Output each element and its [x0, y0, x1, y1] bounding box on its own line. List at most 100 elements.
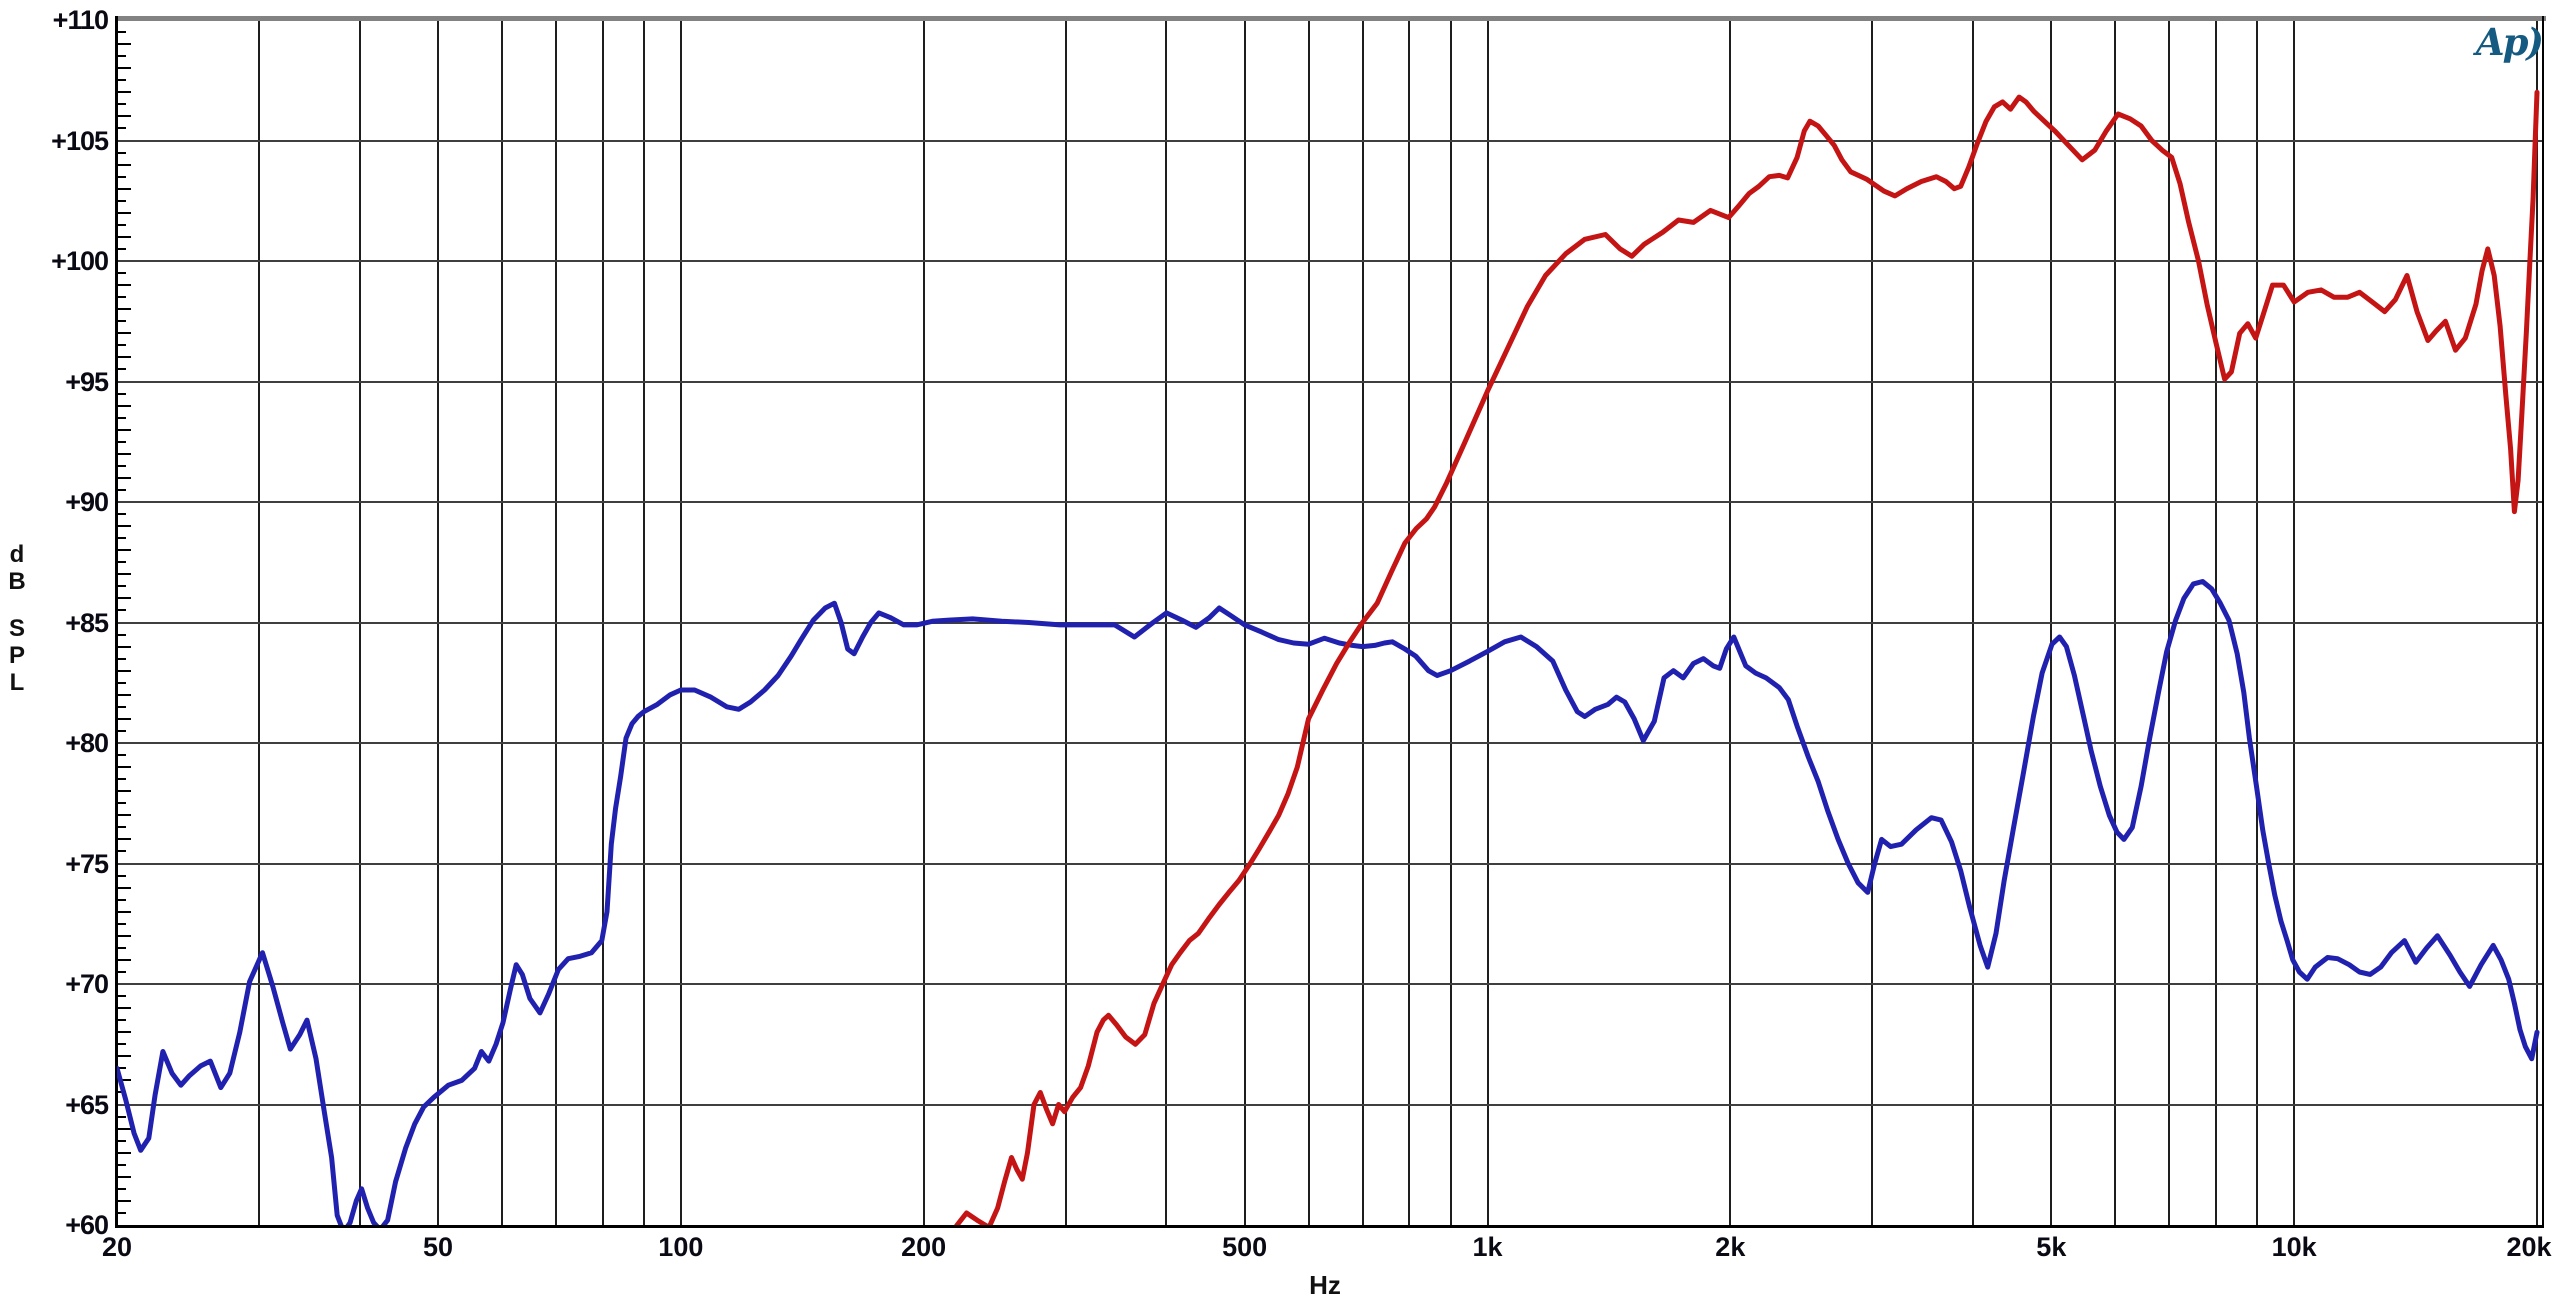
x-tick-label-20k: 20k [2506, 1232, 2552, 1262]
x-tick-label-500: 500 [1222, 1232, 1268, 1262]
y-minor-tick [118, 91, 131, 94]
y-minor-tick [118, 790, 131, 793]
y-minor-tick [118, 1079, 131, 1082]
y-minor-tick [118, 814, 131, 817]
y-minor-tick [118, 910, 131, 913]
y-minor-tick [118, 754, 126, 757]
y-tick-label-70: +70 [65, 969, 109, 999]
x-tick-label-5k: 5k [2036, 1232, 2067, 1262]
y-minor-tick [118, 368, 126, 371]
y-minor-tick [118, 597, 131, 600]
y-tick-label-80: +80 [65, 728, 109, 758]
y-minor-tick [118, 115, 131, 118]
y-minor-tick [118, 223, 126, 226]
y-minor-tick [118, 513, 126, 516]
y-minor-tick [118, 934, 131, 937]
y-minor-tick [118, 886, 131, 889]
y-minor-tick [118, 657, 126, 660]
y-minor-tick [118, 995, 126, 998]
y-minor-tick [118, 103, 126, 106]
y-minor-tick [118, 585, 126, 588]
y-minor-tick [118, 1175, 131, 1178]
x-axis-line [115, 1225, 2544, 1228]
y-minor-tick [118, 1199, 131, 1202]
y-minor-tick [118, 31, 126, 34]
x-tick-label-1k: 1k [1472, 1232, 1503, 1262]
y-axis-unit-spl: S P L [8, 615, 25, 696]
y-minor-tick [118, 729, 126, 732]
y-minor-tick [118, 296, 126, 299]
y-grid-line-100 [118, 260, 2542, 262]
x-tick-label-200: 200 [901, 1232, 947, 1262]
y-minor-tick [118, 67, 131, 70]
plot-border-right [2542, 16, 2544, 1228]
y-minor-tick [118, 898, 126, 901]
x-tick-label-20: 20 [101, 1232, 133, 1262]
y-minor-tick [118, 778, 126, 781]
y-minor-tick [118, 850, 126, 853]
y-minor-tick [118, 1211, 126, 1214]
y-minor-tick [118, 187, 131, 190]
y-minor-tick [118, 1139, 126, 1142]
y-tick-label-90: +90 [65, 487, 109, 517]
y-minor-tick [118, 1019, 126, 1022]
x-tick-label-100: 100 [658, 1232, 704, 1262]
y-minor-tick [118, 970, 126, 973]
y-minor-tick [118, 573, 131, 576]
y-minor-tick [118, 681, 126, 684]
y-minor-tick [118, 332, 131, 335]
y-minor-tick [118, 163, 131, 166]
y-minor-tick [118, 43, 131, 46]
x-tick-label-50: 50 [422, 1232, 454, 1262]
y-minor-tick [118, 199, 126, 202]
y-minor-tick [118, 488, 126, 491]
y-minor-tick [118, 464, 126, 467]
x-tick-label-2k: 2k [1715, 1232, 1746, 1262]
y-minor-tick [118, 1187, 126, 1190]
audio-precision-logo: Ap) [2475, 20, 2544, 64]
y-minor-tick [118, 247, 126, 250]
y-minor-tick [118, 320, 126, 323]
woofer-response-blue-curve [117, 579, 2540, 1225]
y-minor-tick [118, 416, 126, 419]
y-axis-unit-db: d B [8, 541, 26, 595]
y-minor-tick [118, 404, 131, 407]
y-minor-tick [118, 874, 126, 877]
x-axis-unit-label: Hz [1309, 1270, 1341, 1300]
y-minor-tick [118, 55, 126, 58]
y-minor-tick [118, 717, 131, 720]
y-grid-line-65 [118, 1103, 2542, 1106]
curve-layer [117, 89, 2540, 1225]
y-minor-tick [118, 826, 126, 829]
y-minor-tick [118, 1163, 126, 1166]
y-minor-tick [118, 525, 131, 528]
y-minor-tick [118, 175, 126, 178]
y-grid-line-105 [118, 139, 2542, 142]
y-minor-tick [118, 127, 126, 130]
y-minor-tick [118, 440, 126, 443]
y-minor-tick [118, 958, 131, 961]
y-minor-tick [118, 211, 131, 214]
y-minor-tick [118, 1115, 126, 1118]
y-minor-tick [118, 235, 131, 238]
y-minor-tick [118, 1007, 131, 1010]
y-minor-tick [118, 428, 131, 431]
x-tick-label-10k: 10k [2271, 1232, 2317, 1262]
y-grid-line-85 [118, 621, 2542, 624]
y-tick-label-85: +85 [65, 607, 109, 638]
y-minor-tick [118, 476, 131, 479]
y-grid-line-90 [118, 501, 2542, 503]
y-minor-tick [118, 356, 131, 359]
y-minor-tick [118, 609, 126, 612]
y-minor-tick [118, 1043, 126, 1046]
y-grid-line-75 [118, 862, 2542, 865]
y-minor-tick [118, 766, 131, 769]
y-minor-tick [118, 1067, 126, 1070]
y-minor-tick [118, 151, 126, 154]
y-axis-line [115, 16, 118, 1228]
y-minor-tick [118, 1055, 131, 1058]
y-minor-tick [118, 705, 126, 708]
y-minor-tick [118, 645, 131, 648]
y-minor-tick [118, 1151, 131, 1154]
